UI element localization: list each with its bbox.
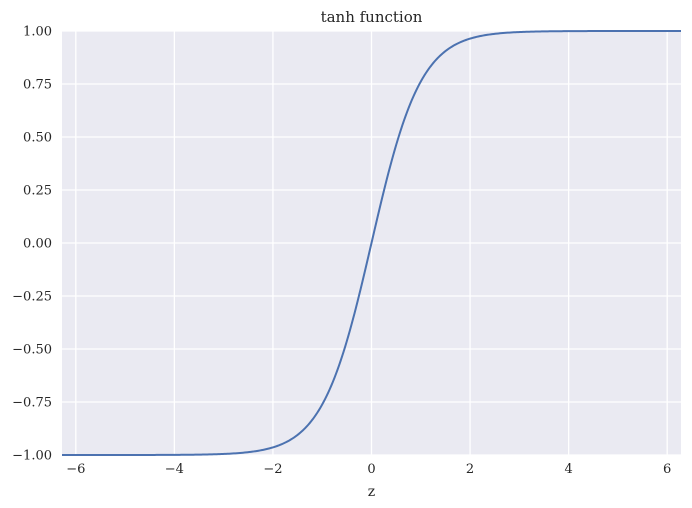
- x-tick-label: 4: [564, 462, 572, 477]
- y-tick-label: 0.50: [23, 131, 52, 146]
- y-tick-label: 0.75: [23, 78, 52, 93]
- x-tick-label: −6: [66, 462, 85, 477]
- x-tick-label: 0: [367, 462, 375, 477]
- y-tick-label: −0.50: [12, 343, 52, 358]
- y-tick-label: 0.25: [23, 184, 52, 199]
- y-tick-label: 1.00: [23, 25, 52, 40]
- x-tick-label: 2: [466, 462, 474, 477]
- x-axis-label: z: [368, 484, 375, 500]
- x-tick-label: 6: [663, 462, 671, 477]
- y-tick-label: 0.00: [23, 237, 52, 252]
- y-axis-ticks: −1.00 −0.75 −0.50 −0.25 0.00 0.25 0.50 0.75 1.00: [12, 25, 52, 464]
- tanh-series-line: [62, 30, 681, 456]
- y-tick-label: −0.25: [12, 290, 52, 305]
- x-tick-label: −4: [165, 462, 184, 477]
- x-tick-label: −2: [263, 462, 282, 477]
- series-layer: [62, 30, 681, 456]
- chart-title: tanh function: [321, 8, 423, 26]
- x-axis-ticks: −6 −4 −2 0 2 4 6: [66, 462, 671, 477]
- y-tick-label: −1.00: [12, 449, 52, 464]
- y-tick-label: −0.75: [12, 396, 52, 411]
